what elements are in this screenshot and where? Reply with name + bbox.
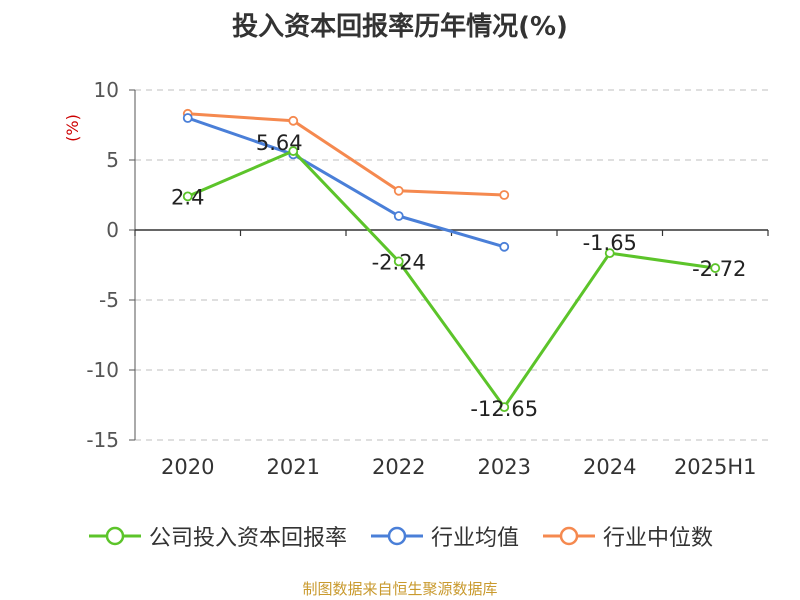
legend-swatch — [543, 526, 595, 546]
y-axis-label: (%) — [63, 114, 82, 142]
data-point — [182, 113, 193, 123]
legend-item: 行业中位数 — [541, 520, 713, 552]
data-point — [604, 248, 615, 259]
data-label: -2.24 — [372, 250, 426, 274]
data-point — [393, 185, 404, 196]
data-label: -2.72 — [692, 257, 746, 281]
x-tick-label: 2021 — [267, 455, 320, 479]
data-label: -1.65 — [583, 231, 637, 255]
series-line — [187, 112, 505, 197]
x-tick-label: 2024 — [583, 455, 636, 479]
series-line — [187, 116, 505, 249]
data-point — [393, 256, 404, 267]
data-point — [288, 115, 299, 126]
x-tick-label: 2020 — [161, 455, 214, 479]
legend: 公司投入资本回报率 行业均值 行业中位数 — [0, 520, 800, 552]
source-note: 制图数据来自恒生聚源数据库 — [302, 580, 498, 598]
y-tick-label: -15 — [86, 428, 119, 452]
legend-swatch — [370, 526, 423, 546]
legend-item: 行业均值 — [369, 520, 519, 552]
data-label: 5.64 — [256, 131, 303, 155]
y-tick-label: -10 — [86, 358, 119, 382]
series-line — [187, 149, 716, 409]
series-group — [182, 108, 721, 413]
data-point — [393, 211, 404, 221]
legend-swatch-marker — [387, 526, 407, 546]
data-labels: 2.4 5.64 -2.24 -12.65 -1.65 -2.72 — [171, 131, 746, 421]
data-label: -12.65 — [470, 397, 538, 421]
y-tick-label: -5 — [99, 288, 119, 312]
data-point — [499, 190, 510, 200]
data-label: 2.4 — [171, 185, 204, 209]
data-point — [288, 146, 299, 156]
y-tick-label: 5 — [106, 148, 119, 172]
legend-label: 行业中位数 — [603, 526, 714, 551]
line-chart: 10 5 0 -5 -10 -15 2020 2021 2022 2023 2024 2025H1 (%… — [63, 78, 769, 479]
chart-title: 投入资本回报率历年情况(%) — [232, 12, 568, 42]
grid-lines — [135, 89, 768, 441]
legend-label: 行业均值 — [430, 526, 519, 551]
legend-label: 公司投入资本回报率 — [148, 526, 347, 551]
y-tick-label: 0 — [106, 218, 119, 242]
legend-swatch-marker — [105, 526, 125, 546]
x-tick-label: 2022 — [372, 455, 425, 479]
legend-swatch-marker — [559, 526, 579, 546]
data-point — [499, 402, 510, 413]
legend-swatch — [88, 526, 141, 546]
legend-item: 公司投入资本回报率 — [87, 520, 347, 552]
data-point — [499, 241, 510, 252]
data-point — [710, 263, 721, 273]
y-tick-label: 10 — [94, 78, 119, 102]
data-point — [182, 191, 193, 202]
x-tick-label: 2023 — [478, 455, 531, 479]
axes: 10 5 0 -5 -10 -15 2020 2021 2022 2023 2024 2025H1 (%… — [63, 78, 769, 479]
x-tick-label: 2025H1 — [674, 455, 757, 479]
